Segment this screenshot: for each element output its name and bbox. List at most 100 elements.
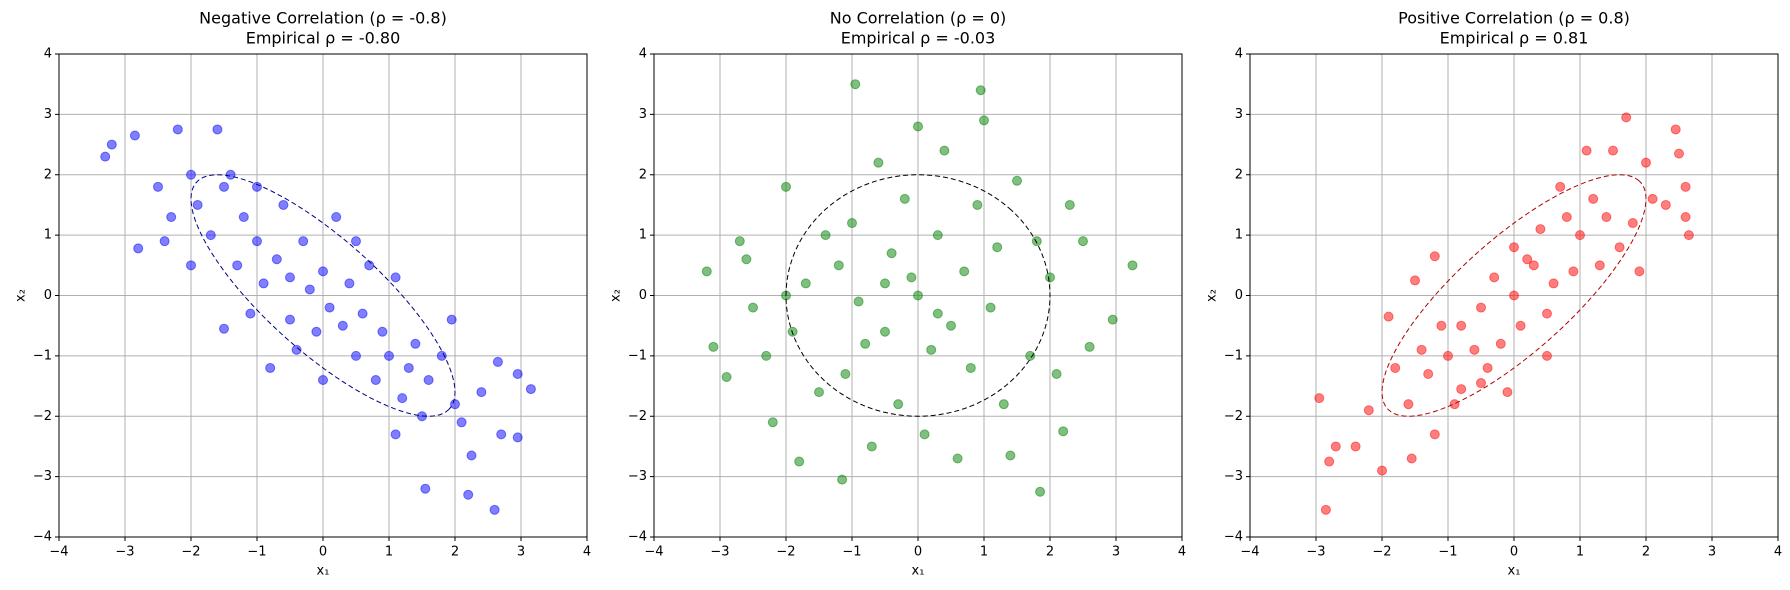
point [1383,311,1394,322]
point [1535,224,1546,235]
y-tick-label: 1 [44,228,52,243]
point [377,326,388,337]
point [192,199,203,210]
point [1403,399,1414,410]
point [1601,212,1612,223]
point [1621,112,1632,123]
point [1429,251,1440,262]
point [794,456,805,467]
point [1647,193,1658,204]
point [1680,212,1691,223]
y-tick-label: −3 [33,469,52,484]
point [186,260,196,271]
x-tick-label: 0 [914,545,922,560]
point [271,254,282,265]
point [1436,320,1447,331]
x-tick-label: −1 [1438,545,1457,560]
point [1025,350,1036,361]
point [252,181,262,192]
point [1443,350,1453,361]
point [1449,399,1460,410]
point [1542,308,1552,319]
point [1588,193,1599,204]
point [1660,199,1671,210]
point [913,121,923,132]
point [1051,368,1062,379]
point [880,278,890,289]
point [258,278,269,289]
point [1476,302,1486,313]
point [463,489,474,500]
point [761,350,772,361]
chart-title: No Correlation (ρ = 0) [830,9,1007,28]
plot-frame [1249,53,1779,538]
y-axis-label: x₂ [1205,289,1220,302]
point [1522,254,1533,265]
x-axis-label: x₁ [317,564,330,579]
point [886,248,897,259]
point [357,308,368,319]
point [1456,320,1467,331]
y-tick-label: 1 [1235,228,1243,243]
y-tick-label: −1 [628,348,647,363]
x-tick-label: −2 [181,545,200,560]
x-tick-label: 3 [1708,545,1716,560]
y-tick-label: 0 [639,288,647,303]
point [1324,456,1335,467]
point [1350,441,1361,452]
chart-subtitle: Empirical ρ = -0.80 [246,29,401,48]
point [212,124,223,135]
y-tick-label: 3 [1235,107,1243,122]
point [965,362,976,373]
point [1476,378,1486,389]
point [979,115,989,126]
point [1035,486,1046,497]
x-tick-label: 3 [1112,545,1120,560]
point [1614,242,1625,253]
point [450,399,460,410]
x-tick-label: 1 [980,545,988,560]
point [232,260,243,271]
point [1390,362,1401,373]
y-tick-label: −1 [1224,348,1243,363]
point [847,218,857,229]
point [873,157,884,168]
point [285,314,295,325]
x-tick-label: 1 [385,545,393,560]
point [734,236,745,247]
point [1509,242,1519,253]
point [133,243,144,254]
point [1594,260,1605,271]
point [403,362,414,373]
point [1548,278,1559,289]
y-tick-label: −4 [33,530,52,545]
point [820,230,831,241]
point [219,323,229,334]
point [919,429,930,440]
y-tick-label: −1 [33,348,52,363]
point [278,199,289,210]
point [906,272,917,283]
point [1555,181,1566,192]
point [311,326,322,337]
y-tick-label: 2 [639,167,647,182]
point [1469,344,1480,355]
point [337,320,348,331]
point [893,399,904,410]
subplot: Negative Correlation (ρ = -0.8)Empirical… [14,9,592,579]
y-tick-label: −2 [33,409,52,424]
point [932,230,943,241]
point [998,399,1009,410]
point [1674,148,1684,159]
point [351,350,361,361]
point [1608,145,1618,156]
point [1542,350,1552,361]
x-tick-label: 4 [583,545,591,560]
point [410,338,421,349]
point [959,266,970,277]
point [1377,465,1387,476]
point [946,320,956,331]
x-tick-label: 1 [1576,545,1584,560]
point [952,453,963,464]
point [1423,368,1434,379]
